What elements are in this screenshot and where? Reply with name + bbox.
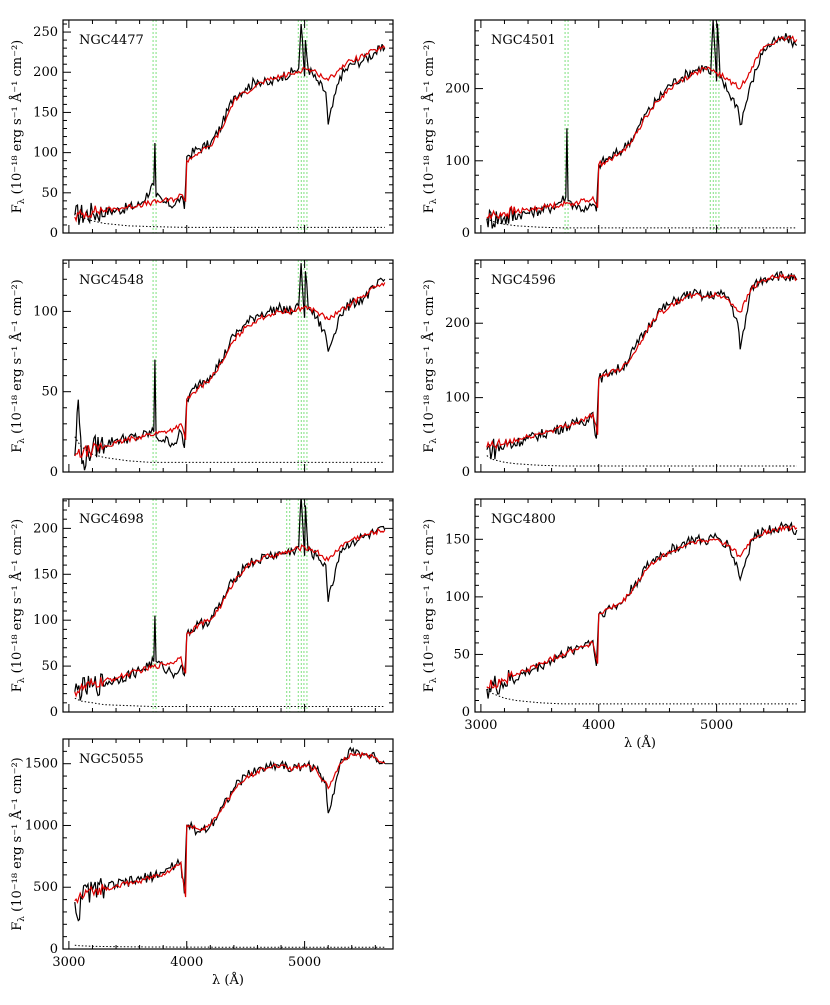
y-tick-label: 0 [462,226,470,241]
y-tick-label: 200 [445,82,470,97]
series-line-observed [74,23,386,225]
y-tick-label: 150 [33,567,58,582]
y-tick-label: 100 [445,154,470,169]
x-axis-label: λ (Å) [212,972,244,988]
series-line-model [74,751,385,904]
y-tick-label: 1500 [25,757,58,772]
panel-frame [474,498,806,713]
series-line-model [74,282,386,458]
y-axis-label: Fλ (10⁻¹⁸ erg s⁻¹ Å⁻¹ cm⁻²) [9,519,27,693]
y-axis-label: Fλ (10⁻¹⁸ erg s⁻¹ Å⁻¹ cm⁻²) [9,757,27,931]
y-tick-label: 150 [445,532,470,547]
panel-frame [62,498,394,713]
panel-ngc4596: 0 100 200 NGC4596 Fλ (10⁻¹⁸ erg s⁻¹ Å⁻¹ cm⁻²… [421,259,806,480]
panel-frame [62,738,394,950]
panel-title: NGC4477 [79,33,144,48]
series-line-observed [486,521,798,699]
series-line-model [74,44,386,223]
y-tick-label: 50 [453,647,470,662]
panel-frame [62,19,394,234]
y-axis-label: Fλ (10⁻¹⁸ erg s⁻¹ Å⁻¹ cm⁻²) [421,519,439,693]
y-tick-label: 100 [33,146,58,161]
panel-ngc5055: 3000 4000 5000 0 500 1000 1500 NGC5055 Fλ (10⁻¹⁸… [9,738,394,988]
y-tick-label: 200 [33,65,58,80]
y-tick-label: 200 [33,521,58,536]
y-axis-label: Fλ (10⁻¹⁸ erg s⁻¹ Å⁻¹ cm⁻²) [421,279,439,453]
panel-frame [62,259,394,473]
series-line-model [74,527,386,698]
series-line-observed [74,746,386,922]
x-axis-label: λ (Å) [624,735,656,751]
y-tick-label: 0 [50,226,58,241]
y-tick-label: 100 [33,613,58,628]
panel-title: NGC4800 [491,512,556,527]
panel-ngc4548: 0 50 100 NGC4548 Fλ (10⁻¹⁸ erg s⁻¹ Å⁻¹ cm⁻²) [9,259,394,480]
panel-frame [474,259,806,473]
y-tick-label: 0 [50,465,58,480]
x-tick-label: 4000 [170,955,203,970]
y-tick-label: 50 [41,385,58,400]
y-tick-label: 200 [445,316,470,331]
y-tick-label: 50 [41,186,58,201]
series-line-error [486,218,797,229]
series-line-observed [74,499,386,701]
y-tick-label: 500 [33,880,58,895]
panel-ngc4698: 0 50 100 150 200 NGC4698 Fλ (10⁻¹⁸ erg s⁻¹ Å⁻¹… [9,498,394,720]
y-tick-label: 100 [445,391,470,406]
x-tick-label: 5000 [700,718,733,733]
panel-ngc4477: 0 50 100 150 200 250 NGC4477 Fλ (10⁻¹⁸ erg s⁻¹ … [9,19,394,241]
series-line-model [486,525,798,689]
panel-title: NGC4548 [79,273,144,288]
y-tick-label: 100 [33,304,58,319]
series-line-error [74,944,385,948]
series-line-error [486,455,797,467]
series-line-error [74,212,385,228]
y-tick-label: 0 [50,942,58,957]
y-tick-label: 0 [462,705,470,720]
x-tick-label: 5000 [288,955,321,970]
panel-title: NGC4596 [491,273,556,288]
series-line-error [74,697,385,707]
x-tick-label: 4000 [582,718,615,733]
panel-title: NGC4501 [491,33,556,48]
series-line-error [74,436,385,463]
y-tick-label: 150 [33,105,58,120]
y-axis-label: Fλ (10⁻¹⁸ erg s⁻¹ Å⁻¹ cm⁻²) [9,40,27,214]
y-axis-label: Fλ (10⁻¹⁸ erg s⁻¹ Å⁻¹ cm⁻²) [421,40,439,214]
series-line-model [486,273,798,450]
series-line-model [486,35,798,221]
y-axis-label: Fλ (10⁻¹⁸ erg s⁻¹ Å⁻¹ cm⁻²) [9,279,27,453]
series-line-observed [486,270,798,460]
panel-ngc4800: 3000 4000 5000 0 50 100 150 NGC4800 Fλ (10⁻¹⁸ er… [421,498,806,751]
series-line-observed [486,20,798,229]
panel-frame [474,19,806,234]
x-tick-label: 3000 [464,718,497,733]
panel-title: NGC5055 [79,752,144,767]
panel-title: NGC4698 [79,512,144,527]
series-line-observed [74,263,386,471]
y-tick-label: 250 [33,25,58,40]
y-tick-label: 0 [462,465,470,480]
series-line-error [486,688,797,705]
y-tick-label: 0 [50,705,58,720]
panel-ngc4501: 0 100 200 NGC4501 Fλ (10⁻¹⁸ erg s⁻¹ Å⁻¹ cm⁻²… [421,19,806,241]
y-tick-label: 50 [41,659,58,674]
x-tick-label: 3000 [52,955,85,970]
y-tick-label: 1000 [25,818,58,833]
y-tick-label: 100 [445,590,470,605]
